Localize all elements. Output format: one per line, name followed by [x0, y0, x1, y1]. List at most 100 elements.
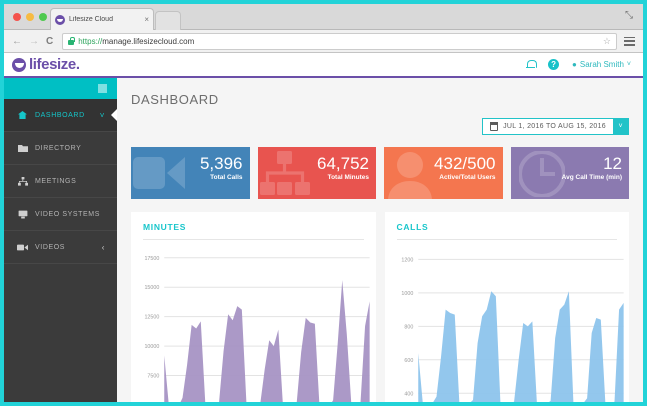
calendar-icon [489, 122, 499, 131]
lifesize-logo-text: lifesize. [29, 56, 80, 73]
stat-number: 12 [603, 154, 622, 173]
new-tab-button[interactable] [155, 11, 181, 30]
stat-label: Total Minutes [327, 174, 369, 181]
sidebar: DASHBOARD ˅ DIRECTORY MEE [4, 78, 117, 402]
stat-label: Avg Call Time (min) [561, 174, 622, 181]
browser-url-bar: ← → C https:// manage.lifesizecloud.com … [4, 30, 643, 53]
stat-number: 432/500 [434, 154, 496, 173]
address-bar[interactable]: https:// manage.lifesizecloud.com ☆ [62, 32, 617, 50]
lifesize-favicon [55, 14, 65, 25]
reload-icon[interactable]: C [46, 35, 54, 47]
lifesize-logo-mark-icon [12, 57, 26, 72]
sidebar-top-bar [4, 78, 117, 99]
sidebar-item-directory[interactable]: DIRECTORY [4, 132, 117, 165]
home-icon [17, 111, 28, 119]
date-range-body[interactable]: JUL 1, 2016 TO AUG 15, 2016 [483, 119, 613, 134]
app-header: lifesize. ? ● Sarah Smith ˅ [4, 53, 643, 78]
user-name: Sarah Smith [579, 60, 624, 69]
forward-icon[interactable]: → [29, 35, 39, 47]
chevron-down-icon[interactable]: ˅ [613, 119, 628, 134]
stat-values: 5,396 Total Calls [200, 154, 243, 182]
stat-label: Total Calls [210, 174, 243, 181]
sidebar-item-videos[interactable]: VIDEOS ‹ [4, 231, 117, 264]
help-icon[interactable]: ? [548, 59, 560, 70]
svg-text:5000: 5000 [147, 403, 159, 405]
hamburger-menu-icon[interactable] [624, 36, 635, 46]
stat-values: 12 Avg Call Time (min) [562, 154, 622, 182]
clock-icon [517, 150, 566, 199]
sidebar-item-label: MEETINGS [35, 177, 77, 185]
stat-cards-row: 5,396 Total Calls [117, 135, 643, 199]
date-range-row: JUL 1, 2016 TO AUG 15, 2016 ˅ [117, 107, 643, 135]
browser-tab-bar: Lifesize Cloud × ⤡ [4, 4, 643, 30]
svg-text:7500: 7500 [147, 374, 159, 380]
stat-card-active-users[interactable]: 432/500 Active/Total Users [384, 147, 503, 199]
stat-card-total-minutes[interactable]: 64,752 Total Minutes [257, 147, 376, 199]
url-host: manage.lifesizecloud.com [102, 36, 195, 46]
sidebar-item-video-systems[interactable]: VIDEO SYSTEMS [4, 198, 117, 231]
window-traffic-lights[interactable] [13, 13, 47, 21]
chart-title: CALLS [396, 222, 429, 232]
maximize-window-button[interactable] [39, 13, 47, 21]
org-chart-icon [259, 151, 310, 199]
minimize-window-button[interactable] [26, 13, 34, 21]
chart-divider [143, 239, 364, 240]
lock-icon [68, 37, 75, 45]
person-icon [386, 151, 434, 199]
chart-title: MINUTES [143, 222, 187, 232]
page-title: DASHBOARD [131, 92, 219, 107]
chart-plot-calls: 1200 1000 800 600 400 [385, 242, 630, 402]
sidebar-item-meetings[interactable]: MEETINGS [4, 165, 117, 198]
stat-label: Active/Total Users [439, 174, 496, 181]
video-system-icon [17, 210, 28, 219]
expand-icon[interactable]: ⤡ [625, 10, 633, 21]
svg-text:17500: 17500 [144, 256, 159, 262]
stat-number: 5,396 [199, 154, 243, 173]
svg-text:800: 800 [404, 324, 413, 330]
chart-divider [396, 239, 617, 240]
app-body: DASHBOARD ˅ DIRECTORY MEE [4, 78, 643, 405]
browser-tab-title: Lifesize Cloud [69, 16, 113, 23]
sidebar-collapse-toggle[interactable] [98, 84, 107, 93]
browser-tab[interactable]: Lifesize Cloud × [50, 8, 154, 30]
main-content: DASHBOARD JUL 1, 2016 TO AUG 15, 2016 ˅ [117, 78, 643, 405]
stat-card-total-calls[interactable]: 5,396 Total Calls [131, 147, 250, 199]
svg-text:10000: 10000 [144, 344, 159, 350]
sidebar-item-dashboard[interactable]: DASHBOARD ˅ [4, 99, 117, 132]
url-scheme: https:// [78, 36, 103, 46]
bell-icon[interactable] [526, 59, 537, 70]
svg-text:600: 600 [404, 358, 413, 364]
stat-values: 64,752 Total Minutes [317, 154, 369, 182]
folder-icon [17, 144, 28, 152]
chevron-down-icon: ˅ [99, 110, 105, 120]
charts-row: MINUTES 17500 15000 12500 10000 7500 5000 CAL… [117, 199, 643, 405]
stat-card-avg-call-time[interactable]: 12 Avg Call Time (min) [510, 147, 629, 199]
svg-text:1000: 1000 [401, 291, 413, 297]
chart-card-minutes: MINUTES 17500 15000 12500 10000 7500 5000 [131, 212, 376, 405]
video-camera-icon [17, 244, 28, 251]
close-icon[interactable]: × [144, 15, 149, 24]
stat-values: 432/500 Active/Total Users [434, 154, 495, 182]
chart-card-calls: CALLS 1200 1000 800 600 400 [384, 212, 630, 402]
date-range-value: JUL 1, 2016 TO AUG 15, 2016 [503, 123, 606, 130]
video-camera-icon [133, 151, 185, 199]
chevron-left-icon[interactable]: ‹ [101, 242, 105, 252]
sidebar-item-label: VIDEOS [35, 243, 66, 251]
sidebar-item-label: DASHBOARD [35, 111, 85, 119]
back-icon[interactable]: ← [12, 35, 22, 47]
svg-text:15000: 15000 [144, 285, 159, 291]
chevron-down-icon: ˅ [626, 61, 631, 68]
sidebar-item-label: VIDEO SYSTEMS [35, 210, 100, 218]
meetings-icon [17, 176, 28, 186]
close-window-button[interactable] [13, 13, 21, 21]
bookmark-star-icon[interactable]: ☆ [602, 35, 611, 46]
lifesize-logo[interactable]: lifesize. [4, 57, 80, 72]
header-actions: ? ● Sarah Smith ˅ [526, 59, 643, 70]
user-menu[interactable]: ● Sarah Smith ˅ [572, 60, 631, 69]
svg-text:400: 400 [404, 391, 413, 397]
svg-text:1200: 1200 [401, 257, 413, 263]
svg-text:12500: 12500 [144, 315, 159, 321]
date-range-picker[interactable]: JUL 1, 2016 TO AUG 15, 2016 ˅ [482, 118, 629, 135]
stat-number: 64,752 [317, 154, 369, 173]
